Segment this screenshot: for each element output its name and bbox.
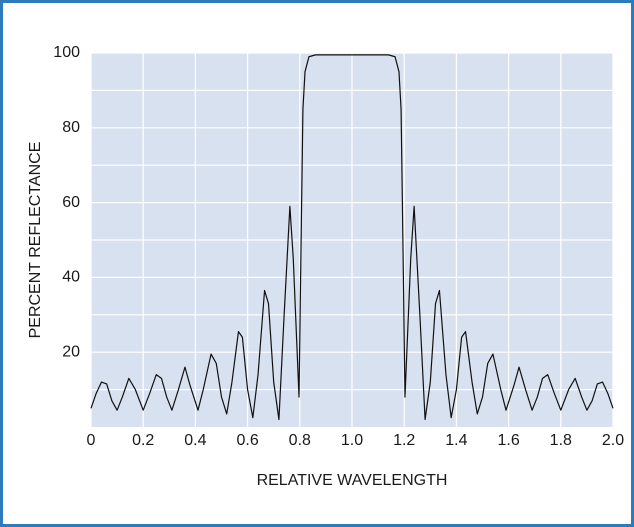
y-axis-label: PERCENT REFLECTANCE — [27, 142, 44, 339]
x-tick-label: 2.0 — [602, 432, 624, 449]
x-tick-label: 1.6 — [497, 432, 519, 449]
y-tick-label: 60 — [62, 194, 80, 211]
x-tick-label: 0 — [87, 432, 96, 449]
y-tick-label: 100 — [53, 44, 80, 61]
y-tick-label: 40 — [62, 269, 80, 286]
x-tick-label: 1.0 — [341, 432, 363, 449]
x-tick-label: 1.4 — [445, 432, 467, 449]
line — [90, 54, 614, 421]
x-tick-label: 0.6 — [236, 432, 258, 449]
x-tick-label: 0.2 — [132, 432, 154, 449]
x-tick-label: 0.4 — [184, 432, 206, 449]
x-tick-label: 1.2 — [393, 432, 415, 449]
x-axis-label: RELATIVE WAVELENGTH — [257, 472, 448, 489]
y-tick-label: 20 — [62, 343, 80, 360]
x-tick-label: 0.8 — [289, 432, 311, 449]
x-tick-label: 1.8 — [550, 432, 572, 449]
y-tick-label: 80 — [62, 119, 80, 136]
